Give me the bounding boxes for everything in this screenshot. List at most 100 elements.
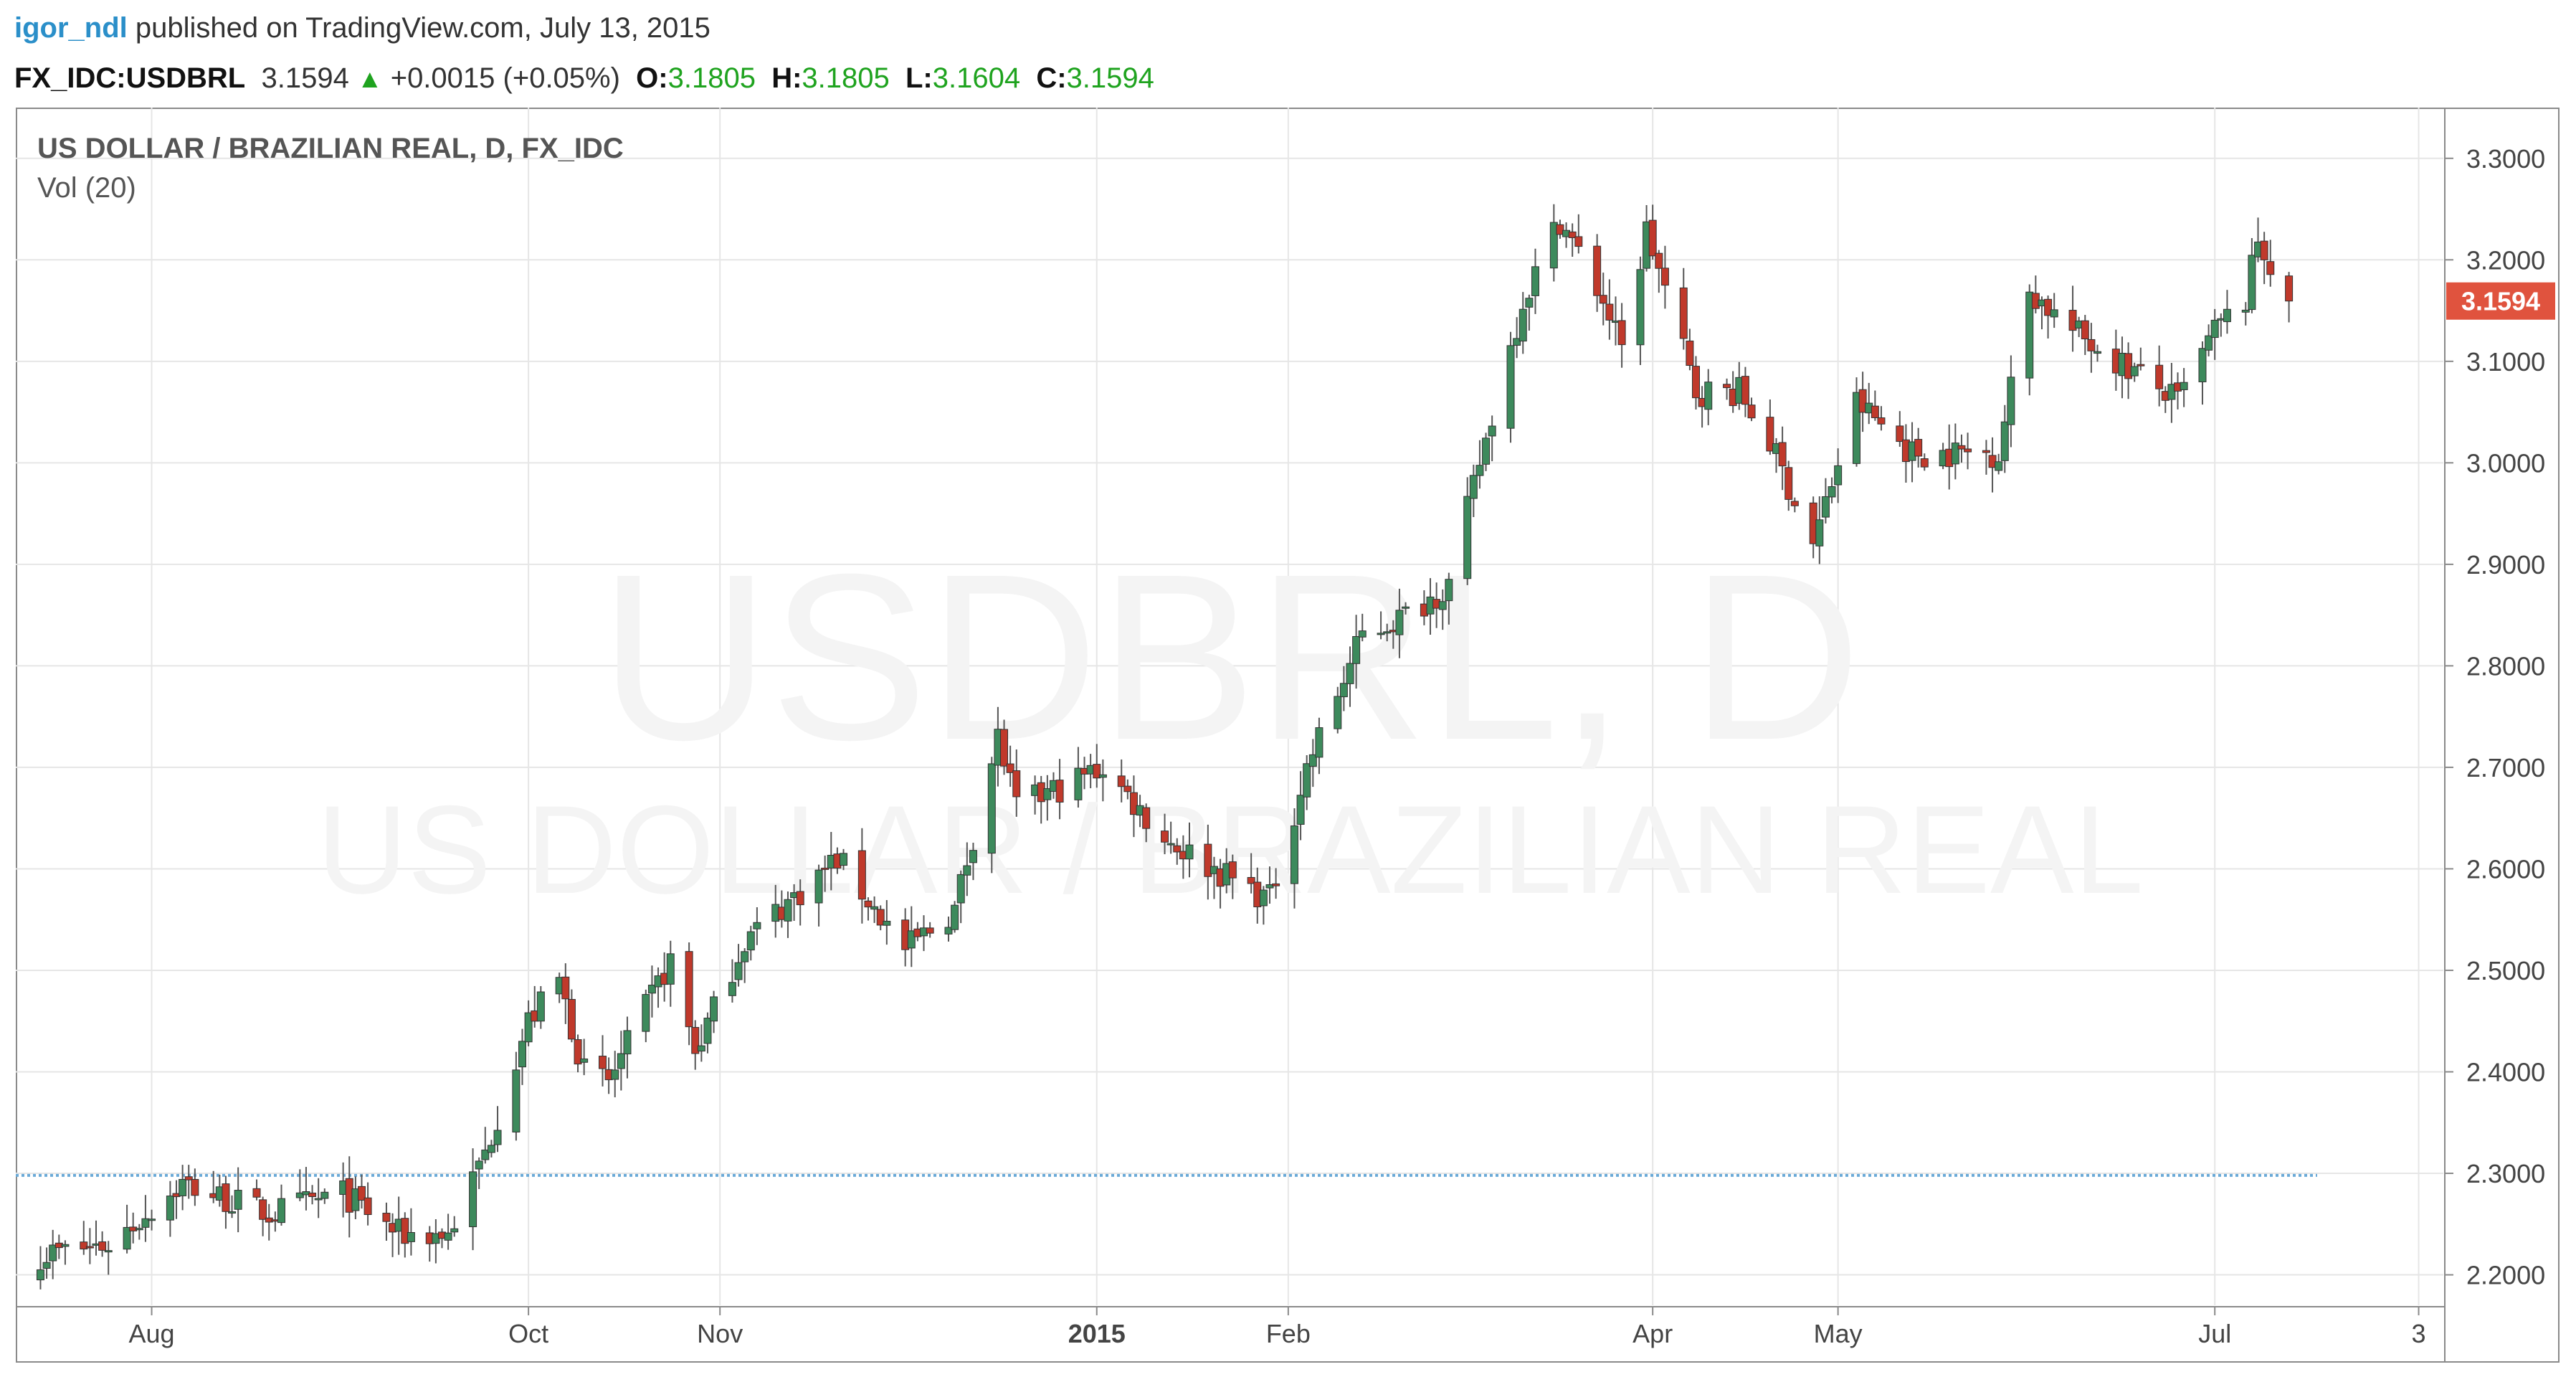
candle-down [1679, 287, 1688, 339]
candle-up [1445, 579, 1453, 602]
candle-down [357, 1186, 366, 1201]
candle-up [2130, 366, 2139, 377]
candle-down [1574, 236, 1583, 247]
candle-up [493, 1130, 502, 1145]
y-tick-label: 3.3000 [2466, 144, 2545, 174]
candle-up [1853, 392, 1861, 464]
y-tick-label: 3.1000 [2466, 347, 2545, 377]
candle-up [1346, 663, 1354, 684]
candle-down [1858, 389, 1867, 413]
candle-down [1247, 876, 1255, 884]
candle-down [98, 1241, 107, 1251]
candle-up [1098, 774, 1107, 778]
candle-up [1513, 338, 1521, 346]
candle-down [1161, 831, 1169, 843]
candle-down [864, 900, 873, 908]
candle-down [1228, 861, 1237, 879]
y-tick-label: 2.3000 [2466, 1159, 2545, 1188]
candle-down [1599, 295, 1607, 304]
x-tick-label: Nov [697, 1319, 743, 1348]
candle-up [104, 1250, 113, 1253]
candle-up [1265, 884, 1274, 889]
candle-up [36, 1269, 44, 1281]
candle-down [1920, 458, 1929, 468]
x-tick-label: 2015 [1068, 1319, 1126, 1348]
candle-down [1093, 764, 1101, 779]
candle-up [1339, 683, 1348, 698]
close-label: C: [1036, 62, 1067, 94]
candle-up [314, 1198, 323, 1201]
candle-up [1475, 465, 1484, 476]
candle-down [2087, 339, 2096, 351]
y-tick-label: 2.6000 [2466, 854, 2545, 884]
candle-up [1636, 269, 1645, 346]
author-link[interactable]: igor_ndl [14, 12, 128, 44]
candle-up [228, 1211, 237, 1214]
publish-line: igor_ndl published on TradingView.com, J… [14, 9, 710, 47]
candle-down [1660, 268, 1669, 286]
watermark: USDBRL, D US DOLLAR / BRAZILIAN REAL [317, 524, 2144, 920]
candle-up [512, 1069, 521, 1132]
candle-up [1166, 843, 1175, 846]
candle-up [2223, 308, 2231, 323]
candle-up [728, 982, 736, 996]
candle-down [1655, 252, 1663, 269]
candle-down [1723, 384, 1731, 389]
y-tick-label: 2.5000 [2466, 956, 2545, 985]
volume-indicator-label[interactable]: Vol (20) [37, 172, 136, 204]
candle-down [2266, 261, 2275, 275]
candle-down [2137, 364, 2145, 366]
candle-down [1272, 883, 1280, 886]
candlestick-chart[interactable]: USDBRL, D US DOLLAR / BRAZILIAN REAL 3.3… [16, 108, 2560, 1363]
candle-up [1463, 496, 1472, 579]
candle-up [1383, 631, 1392, 634]
candle-down [1568, 231, 1577, 238]
candle-down [1593, 245, 1602, 296]
candle-up [1549, 222, 1558, 269]
candle-up [784, 899, 792, 922]
open-label: O: [636, 62, 668, 94]
candle-up [295, 1192, 304, 1198]
candle-down [1766, 417, 1774, 452]
chart-frame[interactable]: USDBRL, D US DOLLAR / BRAZILIAN REAL 3.3… [16, 108, 2560, 1363]
price-axis[interactable]: 3.3000 3.2000 3.1000 3.0000 2.9000 2.8000 2.70… [2445, 144, 2545, 1290]
candle-up [1352, 635, 1361, 664]
candle-down [685, 951, 693, 1028]
published-text: published on TradingView.com, July 13, 2… [135, 12, 710, 44]
candle-down [1871, 405, 1879, 418]
candle-down [1741, 376, 1749, 405]
candle-down [1778, 442, 1787, 467]
y-tick-label: 2.9000 [2466, 550, 2545, 579]
last-price-badge [2446, 282, 2555, 320]
candle-down [85, 1246, 94, 1249]
candle-up [2248, 255, 2256, 311]
candle-up [2025, 291, 2034, 379]
candle-down [2285, 275, 2294, 302]
candle-down [363, 1197, 372, 1216]
candle-down [1605, 303, 1614, 321]
candle-down [1957, 445, 1966, 450]
candle-down [1129, 792, 1138, 815]
symbol-label[interactable]: FX_IDC:USDBRL [14, 62, 246, 94]
low-value: 3.1604 [932, 62, 1021, 94]
candle-up [642, 994, 650, 1032]
candle-up [1506, 345, 1515, 429]
candle-up [524, 1012, 533, 1043]
candle-up [2000, 421, 2009, 461]
candle-up [1438, 601, 1447, 610]
candle-up [647, 985, 656, 994]
high-label: H: [771, 62, 802, 94]
time-axis[interactable]: Aug Oct Nov 2015 Feb Apr May Jul 3 [129, 1307, 2426, 1348]
watermark-name: US DOLLAR / BRAZILIAN REAL [317, 780, 2144, 920]
candle-down [1982, 450, 1990, 453]
candle-up [987, 763, 996, 854]
candle-up [951, 904, 959, 930]
y-tick-label: 2.4000 [2466, 1057, 2545, 1087]
candle-up [481, 1149, 490, 1160]
candle-up [1995, 461, 2003, 471]
candle-up [1358, 630, 1367, 638]
candle-down [574, 1039, 582, 1065]
watermark-symbol: USDBRL, D [599, 524, 1861, 789]
candle-up [1334, 696, 1342, 729]
candle-up [1828, 486, 1836, 498]
